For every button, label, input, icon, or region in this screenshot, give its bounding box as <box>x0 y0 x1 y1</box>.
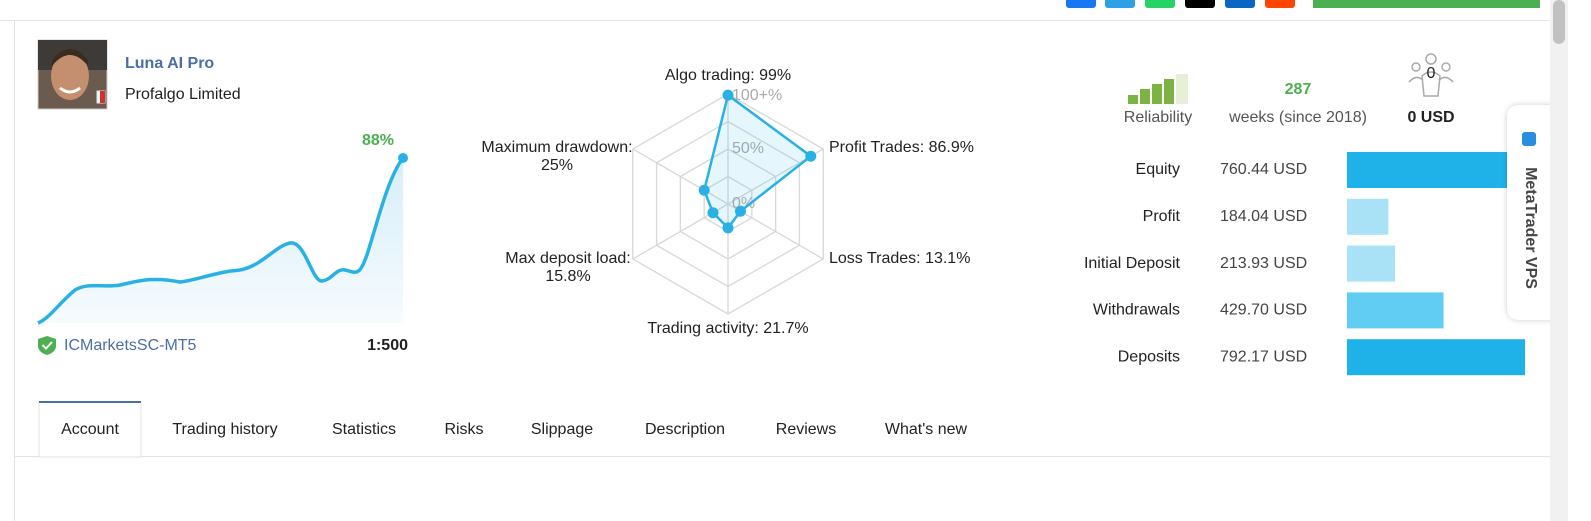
scrollbar-thumb[interactable] <box>1553 0 1565 44</box>
subscribers-icon <box>1408 53 1454 97</box>
radar-point <box>707 207 719 219</box>
share-reddit[interactable] <box>1265 0 1295 8</box>
tab[interactable]: Trading history <box>172 421 277 438</box>
balance-value: 429.70 USD <box>1220 302 1307 319</box>
balance-bars: Equity 760.44 USD Profit 184.04 USD Initial … <box>1084 152 1525 376</box>
radar-point <box>805 150 817 162</box>
share-x[interactable] <box>1185 0 1215 8</box>
balance-name: Equity <box>1136 161 1180 178</box>
growth-end-point <box>398 153 408 163</box>
growth-area <box>38 158 403 323</box>
leverage: 1:500 <box>367 337 408 354</box>
radar-label: Maximum drawdown: <box>481 139 632 156</box>
vps-tab[interactable] <box>1507 105 1560 320</box>
radar-scale-label: 50% <box>732 140 764 157</box>
tab[interactable]: Reviews <box>776 421 836 438</box>
balance-bar <box>1347 292 1444 329</box>
radar-label: 15.8% <box>545 268 590 285</box>
balance-name: Profit <box>1143 208 1181 225</box>
reliability-label: Reliability <box>1124 109 1192 126</box>
avatar <box>37 39 108 110</box>
growth-line <box>37 156 405 325</box>
reliability-icon <box>1128 74 1188 104</box>
signal-name[interactable]: Luna AI Pro <box>125 55 214 72</box>
balance-name: Deposits <box>1118 348 1180 365</box>
subscribers-count: 0 <box>1427 65 1436 82</box>
provider-name[interactable]: Profalgo Limited <box>125 86 241 103</box>
flag-stripe <box>100 91 105 103</box>
vps-icon <box>1522 132 1536 146</box>
balance-value: 760.44 USD <box>1220 161 1307 178</box>
radar-area <box>702 92 813 230</box>
subscriber-funds: 0 USD <box>1407 109 1454 126</box>
tab[interactable]: Description <box>645 421 725 438</box>
radar-chart: 100+%50%0%Algo trading: 99%Profit Trades… <box>481 67 974 337</box>
share-telegram[interactable] <box>1105 0 1135 8</box>
vps-tab-label[interactable]: MetaTrader VPS <box>1522 167 1539 289</box>
balance-name: Withdrawals <box>1093 302 1180 319</box>
tab[interactable]: Risks <box>444 421 483 438</box>
radar-scale-label: 100+% <box>732 87 782 104</box>
radar-label: Profit Trades: 86.9% <box>829 139 974 156</box>
weeks-value: 287 <box>1285 81 1312 98</box>
verified-icon <box>38 336 56 355</box>
weeks-label: weeks (since 2018) <box>1228 109 1367 126</box>
radar-point <box>722 222 734 234</box>
balance-value: 184.04 USD <box>1220 208 1307 225</box>
radar-point <box>722 89 734 101</box>
tab[interactable]: Account <box>61 421 119 438</box>
scrollbar-track[interactable] <box>1550 0 1568 521</box>
tabs: Account Trading history Statistics Risks Sli… <box>38 401 968 458</box>
tab[interactable]: Statistics <box>332 421 396 438</box>
growth: 88% <box>362 132 394 149</box>
share-linkedin[interactable] <box>1225 0 1255 8</box>
balance-value: 792.17 USD <box>1220 348 1307 365</box>
radar-point <box>698 184 710 196</box>
share-buttons <box>1066 0 1540 8</box>
radar-label: Max deposit load: <box>505 250 630 267</box>
subscribe-button[interactable] <box>1313 0 1540 8</box>
radar-spoke <box>632 148 729 205</box>
radar-label: Loss Trades: 13.1% <box>829 250 970 267</box>
balance-bar <box>1347 245 1396 282</box>
balance-bar <box>1347 339 1525 376</box>
tab-active-bg <box>38 401 142 458</box>
balance-bar <box>1347 198 1389 235</box>
radar-label: Trading activity: 21.7% <box>647 320 808 337</box>
broker[interactable]: ICMarketsSC-MT5 <box>64 337 197 354</box>
share-whatsapp[interactable] <box>1145 0 1175 8</box>
radar-label: Algo trading: 99% <box>665 67 791 84</box>
balance-value: 213.93 USD <box>1220 255 1307 272</box>
tab[interactable]: What's new <box>885 421 968 438</box>
tab[interactable]: Slippage <box>531 421 593 438</box>
balance-name: Initial Deposit <box>1084 255 1181 272</box>
share-facebook[interactable] <box>1066 0 1096 8</box>
radar-label: 25% <box>541 157 573 174</box>
balance-bar <box>1347 152 1518 188</box>
radar-point <box>734 205 746 217</box>
